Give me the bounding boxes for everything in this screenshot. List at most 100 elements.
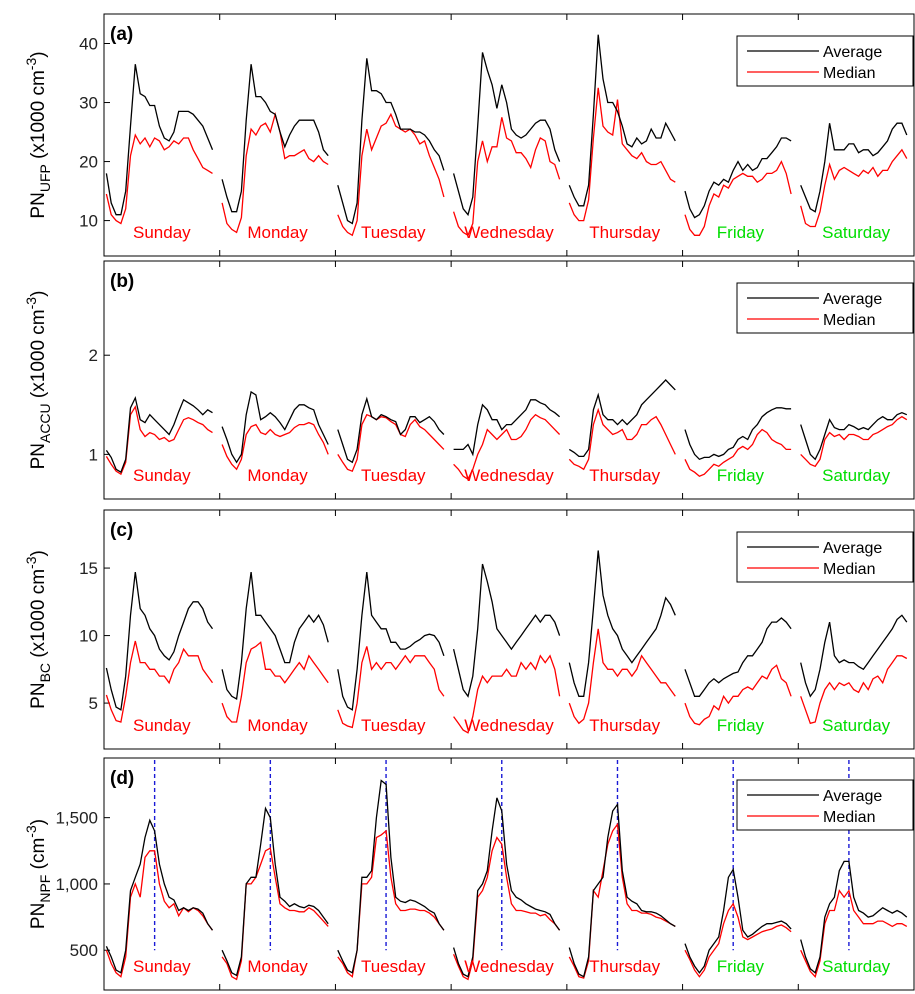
legend-label-average: Average <box>823 788 882 805</box>
legend: Average Median <box>736 531 914 583</box>
y-axis-label-part: ) <box>28 819 49 825</box>
panel-label: (d) <box>110 768 134 789</box>
series-line-average-day-3 <box>337 572 445 711</box>
day-label: Friday <box>717 466 765 485</box>
y-tick-label: 1,000 <box>55 875 98 894</box>
series-line-median-day-1 <box>105 405 213 476</box>
legend: Average Median <box>736 282 914 334</box>
y-axis-label: PNACCU (x1000 cm-3) <box>23 291 53 470</box>
series-median <box>105 628 908 734</box>
y-axis-label: PNUFP (x1000 cm-3) <box>23 51 53 218</box>
y-axis-label-part: -3 <box>23 825 39 838</box>
series-line-average-day-1 <box>105 64 214 216</box>
day-label: Saturday <box>822 957 891 976</box>
series-line-average-day-4 <box>452 52 561 217</box>
series-line-median-day-2 <box>221 641 329 723</box>
legend-box <box>736 531 914 583</box>
day-label: Wednesday <box>464 957 554 976</box>
series-average <box>105 379 908 474</box>
series-line-median-day-3 <box>337 413 445 473</box>
series-line-median-day-6 <box>684 160 792 236</box>
panel-d: 500 1,000 1,500 Sunday Monday Tuesday Wednesda… <box>23 757 915 991</box>
day-label: Tuesday <box>361 957 426 976</box>
day-label: Thursday <box>589 716 660 735</box>
day-label: Friday <box>717 716 765 735</box>
day-label: Tuesday <box>361 716 426 735</box>
y-axis-label-part: BC <box>37 663 53 682</box>
series-line-average-day-5 <box>568 802 676 978</box>
series-line-median-day-4 <box>452 836 561 981</box>
day-label: Sunday <box>133 466 191 485</box>
day-label: Tuesday <box>361 466 426 485</box>
series-line-median-day-4 <box>453 413 561 481</box>
series-line-average-day-7 <box>800 122 908 213</box>
day-label: Wednesday <box>464 466 554 485</box>
legend: Average Median <box>736 779 914 831</box>
panel-label: (a) <box>110 24 133 45</box>
series-line-median-day-7 <box>800 889 908 978</box>
series-line-average-day-2 <box>221 572 329 701</box>
series-line-average-day-1 <box>105 818 214 974</box>
y-axis-label-part: PN <box>28 443 49 469</box>
series-line-average-day-2 <box>221 64 329 213</box>
day-label: Saturday <box>822 223 891 242</box>
series-line-median-day-6 <box>684 428 792 477</box>
day-label: Sunday <box>133 716 191 735</box>
legend-label-median: Median <box>823 809 875 826</box>
y-axis-label-part: -3 <box>23 556 39 569</box>
y-axis-label: PNBC (x1000 cm-3) <box>23 550 53 709</box>
day-label: Monday <box>247 223 308 242</box>
day-label: Wednesday <box>464 223 554 242</box>
y-tick-label: 500 <box>70 941 98 960</box>
series-line-average-day-6 <box>684 867 792 974</box>
day-label: Monday <box>247 957 308 976</box>
panel-label: (b) <box>110 271 134 292</box>
series-line-average-day-7 <box>800 411 908 461</box>
series-line-median-day-4 <box>453 654 561 734</box>
panel-label: (c) <box>110 520 133 541</box>
y-axis-label-part: UFP <box>37 164 53 192</box>
day-label: Sunday <box>133 957 191 976</box>
y-axis-label-part: NPF <box>37 875 53 903</box>
panel-c: 5 10 15 Sunday Monday Tuesday Wednesday Thursda… <box>23 509 915 750</box>
series-line-median-day-3 <box>337 112 445 237</box>
day-label: Saturday <box>822 466 891 485</box>
y-tick-label: 10 <box>79 627 98 646</box>
series-line-median-day-6 <box>684 902 792 978</box>
y-tick-label: 20 <box>79 153 98 172</box>
series-line-average-day-3 <box>337 779 445 974</box>
legend-label-average: Average <box>823 540 882 557</box>
legend-box <box>736 779 914 831</box>
series-line-average-day-1 <box>105 395 213 474</box>
y-axis-label-part: (x1000 cm <box>28 70 49 164</box>
legend-label-median: Median <box>823 65 875 82</box>
y-tick-label: 10 <box>79 212 98 231</box>
series-line-median-day-2 <box>221 847 329 981</box>
day-label: Monday <box>247 716 308 735</box>
series-line-average-day-3 <box>337 58 445 225</box>
series-average <box>105 550 908 711</box>
y-axis-label-part: PN <box>28 903 49 929</box>
y-axis-label-part: (cm <box>28 838 49 875</box>
series-line-median-day-5 <box>568 87 676 222</box>
legend: Average Median <box>736 35 914 87</box>
series-line-average-day-6 <box>684 137 792 219</box>
series-median <box>105 822 908 981</box>
legend-label-median: Median <box>823 561 875 578</box>
y-tick-label: 5 <box>89 694 98 713</box>
y-axis-label: PNNPF (cm-3) <box>23 819 53 929</box>
series-line-average-day-7 <box>800 614 908 698</box>
series-line-median-day-4 <box>452 117 561 237</box>
day-label: Wednesday <box>464 716 554 735</box>
y-axis-label-part: ) <box>28 51 49 57</box>
series-line-median-day-7 <box>800 148 908 228</box>
legend-box <box>736 35 914 87</box>
y-tick-label: 1,500 <box>55 809 98 828</box>
day-label: Sunday <box>133 223 191 242</box>
series-average <box>105 34 908 225</box>
legend-box <box>736 282 914 334</box>
series-line-average-day-7 <box>800 860 908 974</box>
series-line-average-day-2 <box>221 390 329 464</box>
y-axis-label-part: (x1000 cm <box>28 309 49 403</box>
panel-a: 10 20 30 40 Sunday Monday Tuesday Wednesday Thur… <box>23 13 915 257</box>
